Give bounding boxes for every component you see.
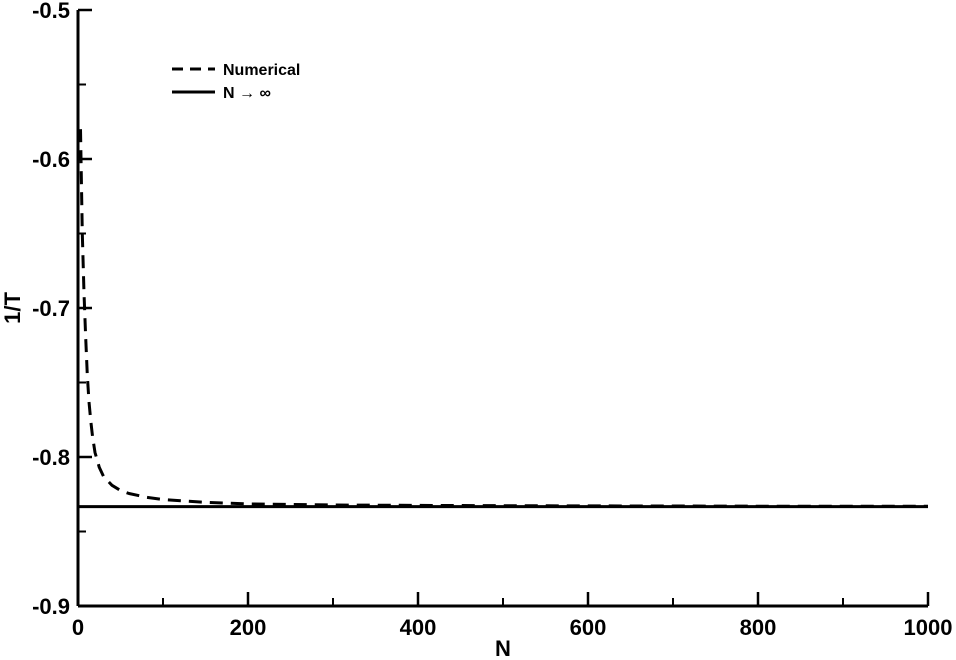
legend-label-numerical: Numerical <box>223 62 300 79</box>
x-tick-label: 1000 <box>904 615 953 640</box>
x-tick-label: 400 <box>400 615 437 640</box>
legend: Numerical N → ∞ <box>172 62 300 102</box>
y-tick-label: -0.9 <box>32 594 70 619</box>
x-tick-label: 800 <box>740 615 777 640</box>
legend-label-n-infinity: N → ∞ <box>223 85 271 102</box>
y-tick-label: -0.5 <box>32 0 70 23</box>
x-tick-label: 600 <box>570 615 607 640</box>
x-tick-label: 0 <box>72 615 84 640</box>
ticks-layer: 0 200 400 600 800 1000 -0.9 -0.8 -0.7 -0.6 -0.5 <box>32 0 952 640</box>
x-axis-title: N <box>495 636 511 660</box>
y-tick-label: -0.6 <box>32 147 70 172</box>
y-tick-label: -0.8 <box>32 445 70 470</box>
y-tick-label: -0.7 <box>32 296 70 321</box>
axes-layer <box>76 10 928 608</box>
series-layer <box>78 129 928 509</box>
series-line-numerical <box>79 129 928 508</box>
y-axis-title: 1/T <box>0 292 25 324</box>
x-tick-label: 200 <box>230 615 267 640</box>
